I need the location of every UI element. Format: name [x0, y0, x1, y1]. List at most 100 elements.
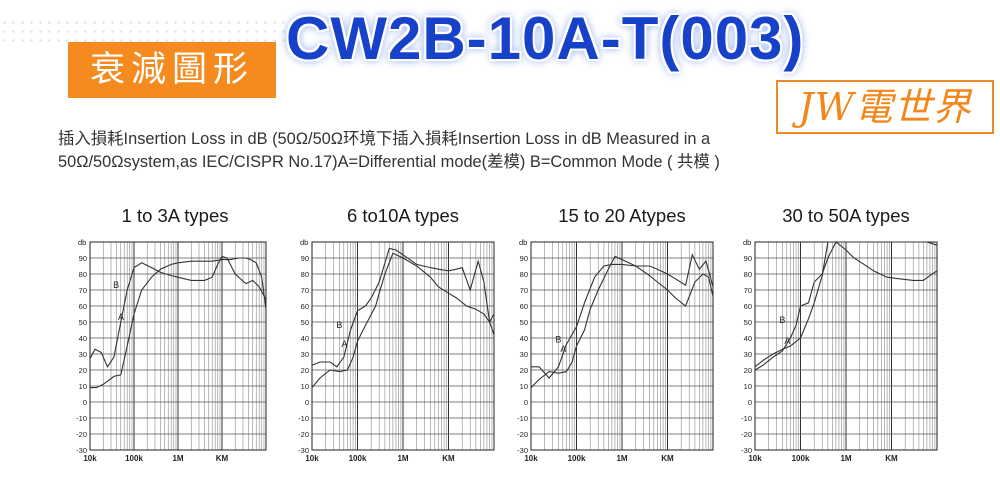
y-tick-label: 20	[744, 366, 752, 375]
series-line-a	[530, 255, 714, 388]
series-line-a	[311, 252, 495, 388]
section-badge: 衰減圖形	[68, 42, 276, 98]
x-tick-label: 1M	[616, 454, 627, 463]
y-tick-label: -20	[741, 430, 752, 439]
x-tick-label: KM	[442, 454, 455, 463]
y-axis-label: db	[300, 238, 308, 247]
series-label-b: B	[555, 334, 561, 344]
x-tick-label: 1M	[840, 454, 851, 463]
series-line-b	[754, 241, 938, 371]
series-line-b	[311, 247, 495, 368]
x-tick-label: KM	[885, 454, 898, 463]
y-axis-label: db	[519, 238, 527, 247]
chart-panel-3: 15 to 20 Atypes db 90 80 70 60 50 40 30 20 10 0 -10 -…	[517, 205, 714, 463]
x-tick-label: KM	[216, 454, 229, 463]
y-tick-label: 90	[79, 254, 87, 263]
x-tick-label: 100k	[125, 454, 143, 463]
series-label-b: B	[113, 280, 119, 290]
y-tick-label: 20	[301, 366, 309, 375]
plot-frame	[530, 241, 714, 451]
x-tick-label: 100k	[568, 454, 586, 463]
y-tick-label: -20	[298, 430, 309, 439]
plot-frame	[89, 241, 267, 451]
chart-title: 15 to 20 Atypes	[558, 205, 686, 226]
y-tick-label: 10	[744, 382, 752, 391]
y-tick-label: 60	[79, 302, 87, 311]
y-tick-label: 30	[79, 350, 87, 359]
y-tick-label: 0	[524, 398, 528, 407]
y-tick-label: 50	[520, 318, 528, 327]
y-axis-label: db	[743, 238, 751, 247]
y-tick-label: 30	[520, 350, 528, 359]
chart-panel-2: 6 to10A types db 90 80 70 60 50 40 30 20 10 0 -10 -20…	[298, 205, 495, 463]
y-tick-label: -30	[298, 446, 309, 455]
series-label-b: B	[779, 315, 785, 325]
y-tick-label: 50	[744, 318, 752, 327]
y-tick-label: -10	[76, 414, 87, 423]
y-tick-label: 80	[79, 270, 87, 279]
y-tick-label: 90	[744, 254, 752, 263]
y-tick-label: 20	[79, 366, 87, 375]
y-tick-label: 80	[744, 270, 752, 279]
description-line-1: 插入損耗Insertion Loss in dB (50Ω/50Ω环境下插入損耗…	[58, 130, 711, 148]
y-tick-label: -10	[298, 414, 309, 423]
chart-title: 30 to 50A types	[782, 205, 910, 226]
y-tick-label: 40	[520, 334, 528, 343]
x-tick-label: 10k	[524, 454, 538, 463]
insertion-loss-description: 插入損耗Insertion Loss in dB (50Ω/50Ω环境下插入損耗…	[58, 128, 948, 174]
chart-title: 6 to10A types	[347, 205, 459, 226]
series-line-a	[90, 257, 267, 389]
chart-title: 1 to 3A types	[122, 205, 229, 226]
y-tick-label: 90	[520, 254, 528, 263]
brand-logo: JW電世界	[776, 80, 994, 134]
y-tick-label: 80	[301, 270, 309, 279]
y-tick-label: 60	[301, 302, 309, 311]
dot-pattern-decoration	[0, 18, 290, 44]
y-tick-label: 60	[520, 302, 528, 311]
y-tick-label: 10	[79, 382, 87, 391]
y-tick-label: 30	[301, 350, 309, 359]
y-tick-label: 30	[744, 350, 752, 359]
y-tick-label: 40	[301, 334, 309, 343]
y-tick-label: -20	[517, 430, 528, 439]
y-tick-label: -10	[741, 414, 752, 423]
y-tick-label: 0	[83, 398, 87, 407]
y-tick-label: -10	[517, 414, 528, 423]
y-tick-label: -30	[76, 446, 87, 455]
y-tick-label: 40	[79, 334, 87, 343]
x-tick-label: 1M	[397, 454, 408, 463]
y-tick-label: 40	[744, 334, 752, 343]
x-tick-label: 100k	[792, 454, 810, 463]
series-line-b	[531, 253, 714, 379]
y-tick-label: 0	[305, 398, 309, 407]
y-tick-label: 50	[79, 318, 87, 327]
y-axis-label: db	[78, 238, 86, 247]
series-label-b: B	[336, 320, 342, 330]
series-label-a: A	[341, 339, 347, 349]
y-tick-label: 50	[301, 318, 309, 327]
y-tick-label: 70	[744, 286, 752, 295]
y-tick-label: 80	[520, 270, 528, 279]
chart-panel-1: 1 to 3A types db 90 80 70 60 50 40 30 20 10 0 -10 -20…	[76, 205, 267, 463]
x-tick-label: 10k	[748, 454, 762, 463]
y-tick-label: -30	[517, 446, 528, 455]
y-tick-label: 90	[301, 254, 309, 263]
y-tick-label: -30	[741, 446, 752, 455]
model-number-title: CW2B-10A-T(003)	[286, 5, 805, 72]
x-tick-label: 1M	[172, 454, 183, 463]
x-tick-label: KM	[661, 454, 674, 463]
series-label-a: A	[118, 312, 124, 322]
x-tick-label: 100k	[349, 454, 367, 463]
series-line-b	[89, 255, 267, 368]
y-tick-label: 70	[79, 286, 87, 295]
y-tick-label: 70	[520, 286, 528, 295]
y-tick-label: 10	[301, 382, 309, 391]
y-tick-label: 60	[744, 302, 752, 311]
description-line-2: 50Ω/50Ωsystem,as IEC/CISPR No.17)A=Diffe…	[58, 153, 720, 171]
y-tick-label: 70	[301, 286, 309, 295]
series-label-a: A	[784, 336, 790, 346]
x-tick-label: 10k	[305, 454, 319, 463]
plot-frame	[311, 241, 495, 451]
y-tick-label: 0	[748, 398, 752, 407]
